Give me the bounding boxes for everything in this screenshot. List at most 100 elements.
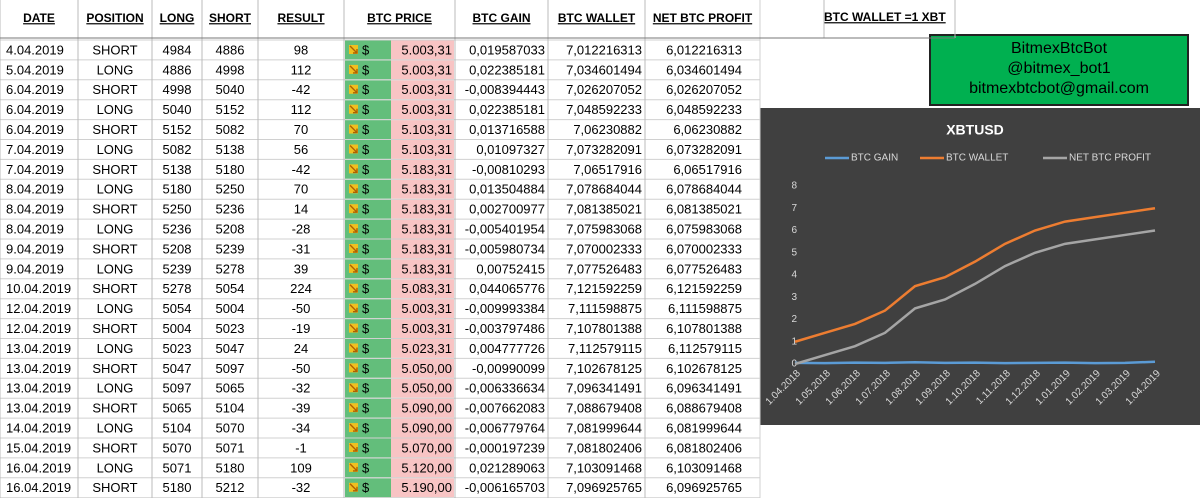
cell: 0,01097327 — [476, 142, 545, 157]
price-bar-rest — [391, 299, 454, 319]
icon-arrow — [349, 264, 358, 273]
cell: LONG — [97, 62, 134, 77]
cell: -50 — [292, 361, 311, 376]
cell: 12.04.2019 — [6, 321, 71, 336]
cell: 6,034601494 — [666, 62, 742, 77]
cell: 6,121592259 — [666, 281, 742, 296]
cell: 7,112579115 — [568, 341, 642, 356]
cell: SHORT — [92, 241, 137, 256]
cell: 12.04.2019 — [6, 301, 71, 316]
currency: $ — [362, 381, 370, 396]
cell: -34 — [292, 420, 311, 435]
cell: 13.04.2019 — [6, 361, 71, 376]
cell: 6,081802406 — [666, 440, 742, 455]
cell: 6,06230882 — [673, 122, 742, 137]
cell: 5.183,31 — [401, 241, 452, 256]
cell: 5.003,31 — [401, 82, 452, 97]
column-header: SHORT — [209, 11, 252, 25]
cell: 5180 — [163, 182, 192, 197]
cell: 5040 — [163, 102, 192, 117]
cell: -0,005401954 — [465, 221, 545, 236]
cell: 5152 — [163, 122, 192, 137]
currency: $ — [362, 420, 370, 435]
cell: 7.04.2019 — [6, 142, 64, 157]
cell: 4998 — [216, 62, 245, 77]
cell: 5.070,00 — [401, 440, 452, 455]
cell: 7,081802406 — [566, 440, 642, 455]
price-bar-rest — [391, 239, 454, 259]
price-bar-rest — [391, 458, 454, 478]
cell: LONG — [97, 182, 134, 197]
column-header: BTC PRICE — [367, 11, 432, 25]
cell: 7,096341491 — [566, 381, 642, 396]
cell: 6,088679408 — [666, 401, 742, 416]
price-bar-rest — [391, 219, 454, 239]
cell: 4.04.2019 — [6, 42, 64, 57]
cell: 224 — [290, 281, 312, 296]
cell: 8.04.2019 — [6, 221, 64, 236]
column-header: LONG — [160, 11, 195, 25]
currency: $ — [362, 162, 370, 177]
cell: 109 — [290, 460, 312, 475]
price-bar-rest — [391, 279, 454, 299]
cell: 14 — [294, 202, 308, 217]
cell: 6.04.2019 — [6, 102, 64, 117]
cell: 9.04.2019 — [6, 261, 64, 276]
y-tick-label: 3 — [791, 292, 797, 303]
icon-arrow — [349, 403, 358, 412]
cell: 5152 — [216, 102, 245, 117]
currency: $ — [362, 321, 370, 336]
cell: 5.103,31 — [401, 122, 452, 137]
cell: 5.003,31 — [401, 62, 452, 77]
price-bar-rest — [391, 199, 454, 219]
cell: -32 — [292, 381, 311, 396]
cell: 6,107801388 — [666, 321, 742, 336]
cell: 6,102678125 — [666, 361, 742, 376]
cell: -28 — [292, 221, 311, 236]
y-tick-label: 5 — [791, 247, 797, 258]
cell: 5023 — [163, 341, 192, 356]
cell: 7,075983068 — [566, 221, 642, 236]
y-tick-label: 8 — [791, 181, 797, 192]
cell: 5054 — [216, 281, 245, 296]
cell: 4984 — [163, 42, 192, 57]
legend-label: NET BTC PROFIT — [1069, 153, 1151, 164]
cell: LONG — [97, 381, 134, 396]
cell: 5.183,31 — [401, 202, 452, 217]
cell: 6,073282091 — [666, 142, 742, 157]
cell: 7.04.2019 — [6, 162, 64, 177]
icon-arrow — [349, 184, 358, 193]
cell: -31 — [292, 241, 311, 256]
price-bar-rest — [391, 398, 454, 418]
currency: $ — [362, 202, 370, 217]
contact-line: @bitmex_bot1 — [1007, 60, 1111, 77]
currency: $ — [362, 102, 370, 117]
cell: 5097 — [163, 381, 192, 396]
cell: -19 — [292, 321, 311, 336]
cell: 7,048592233 — [566, 102, 642, 117]
cell: 8.04.2019 — [6, 202, 64, 217]
column-header: DATE — [23, 11, 55, 25]
cell: 0,013716588 — [469, 122, 545, 137]
contact-box — [929, 34, 1189, 106]
cell: -0,008394443 — [465, 82, 545, 97]
cell: 5082 — [216, 122, 245, 137]
cell: 7,06230882 — [573, 122, 642, 137]
chart-bg — [760, 108, 1200, 425]
cell: 56 — [294, 142, 308, 157]
cell: 8.04.2019 — [6, 182, 64, 197]
cell: -32 — [292, 480, 311, 495]
cell: 14.04.2019 — [6, 420, 71, 435]
cell: 5208 — [163, 241, 192, 256]
cell: 5.183,31 — [401, 162, 452, 177]
cell: 6,078684044 — [666, 182, 742, 197]
cell: 5212 — [216, 480, 245, 495]
cell: -0,00990099 — [472, 361, 545, 376]
y-tick-label: 6 — [791, 225, 797, 236]
price-bar-rest — [391, 418, 454, 438]
series-line — [794, 207, 1156, 343]
cell: 7,081385021 — [566, 202, 642, 217]
cell: 5.083,31 — [401, 281, 452, 296]
cell: 5004 — [216, 301, 245, 316]
icon-arrow — [349, 284, 358, 293]
